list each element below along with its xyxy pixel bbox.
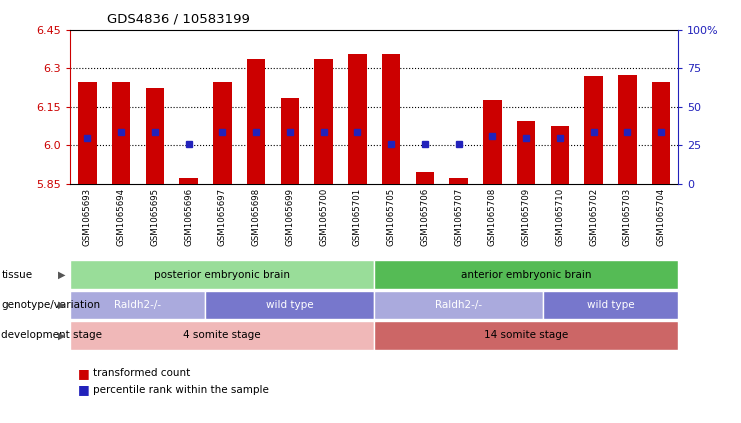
Text: GSM1065699: GSM1065699 — [285, 188, 294, 246]
Bar — [70, 321, 374, 350]
Text: GSM1065695: GSM1065695 — [150, 188, 159, 246]
Text: wild type: wild type — [266, 300, 313, 310]
Text: Raldh2-/-: Raldh2-/- — [114, 300, 162, 310]
Bar — [516, 121, 536, 184]
Text: GSM1065706: GSM1065706 — [420, 188, 429, 246]
Text: GSM1065705: GSM1065705 — [387, 188, 396, 246]
Bar — [382, 54, 400, 184]
Bar — [145, 88, 164, 184]
Bar — [374, 291, 543, 319]
Bar — [213, 82, 232, 184]
Text: transformed count: transformed count — [93, 368, 190, 378]
Text: posterior embryonic brain: posterior embryonic brain — [154, 269, 290, 280]
Bar — [314, 59, 333, 184]
Text: anterior embryonic brain: anterior embryonic brain — [461, 269, 591, 280]
Text: 4 somite stage: 4 somite stage — [184, 330, 261, 341]
Bar — [374, 321, 678, 350]
Bar — [205, 291, 374, 319]
Bar — [78, 82, 96, 184]
Text: GSM1065703: GSM1065703 — [623, 188, 632, 246]
Text: ▶: ▶ — [58, 269, 65, 280]
Text: tissue: tissue — [1, 269, 33, 280]
Bar — [247, 59, 265, 184]
Text: GSM1065704: GSM1065704 — [657, 188, 665, 246]
Text: GSM1065698: GSM1065698 — [251, 188, 261, 246]
Text: development stage: development stage — [1, 330, 102, 341]
Text: GSM1065708: GSM1065708 — [488, 188, 497, 246]
Bar — [112, 82, 130, 184]
Bar — [618, 74, 637, 184]
Bar — [585, 76, 603, 184]
Text: ▶: ▶ — [58, 330, 65, 341]
Bar — [70, 260, 374, 289]
Text: wild type: wild type — [587, 300, 634, 310]
Bar — [281, 98, 299, 184]
Text: 14 somite stage: 14 somite stage — [484, 330, 568, 341]
Text: GSM1065710: GSM1065710 — [555, 188, 565, 246]
Text: GSM1065702: GSM1065702 — [589, 188, 598, 246]
Text: GSM1065700: GSM1065700 — [319, 188, 328, 246]
Text: ■: ■ — [78, 384, 90, 396]
Text: GDS4836 / 10583199: GDS4836 / 10583199 — [107, 13, 250, 26]
Text: genotype/variation: genotype/variation — [1, 300, 101, 310]
Bar — [374, 260, 678, 289]
Bar — [416, 173, 434, 184]
Text: GSM1065697: GSM1065697 — [218, 188, 227, 246]
Bar — [70, 291, 205, 319]
Text: GSM1065693: GSM1065693 — [83, 188, 92, 246]
Text: Raldh2-/-: Raldh2-/- — [435, 300, 482, 310]
Bar — [543, 291, 678, 319]
Text: GSM1065696: GSM1065696 — [184, 188, 193, 246]
Text: GSM1065701: GSM1065701 — [353, 188, 362, 246]
Text: ▶: ▶ — [58, 300, 65, 310]
Bar — [483, 100, 502, 184]
Text: ■: ■ — [78, 367, 90, 379]
Text: GSM1065707: GSM1065707 — [454, 188, 463, 246]
Bar — [652, 82, 671, 184]
Bar — [449, 178, 468, 184]
Text: GSM1065694: GSM1065694 — [116, 188, 125, 246]
Bar — [179, 178, 198, 184]
Text: percentile rank within the sample: percentile rank within the sample — [93, 385, 268, 395]
Bar — [348, 54, 367, 184]
Bar — [551, 126, 569, 184]
Text: GSM1065709: GSM1065709 — [522, 188, 531, 246]
